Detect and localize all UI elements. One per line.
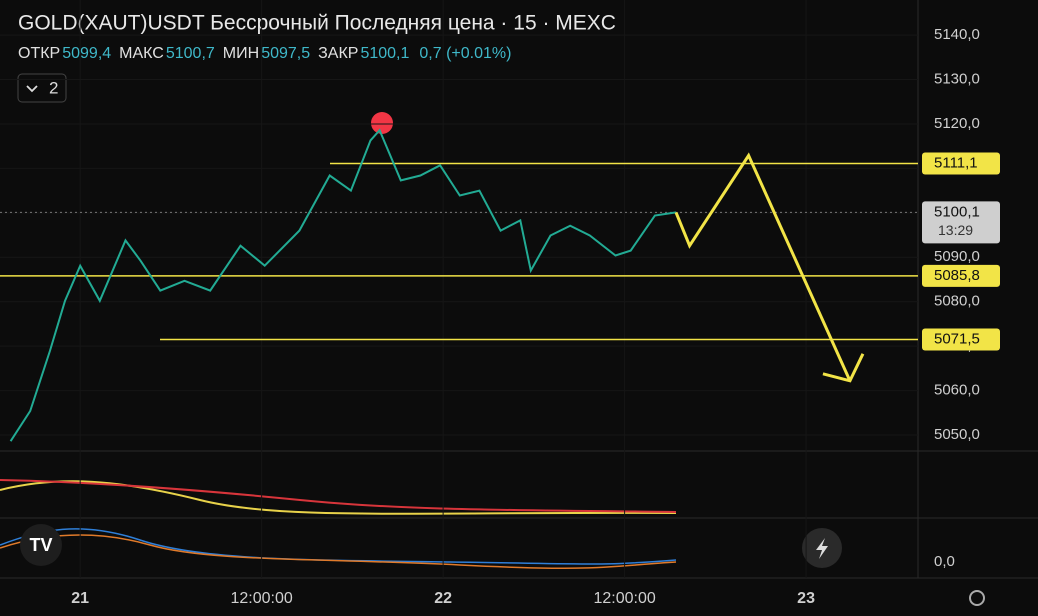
ohlc-change: 0,7 (+0.01%) [419,45,511,62]
ohlc-label: ЗАКР [318,45,358,62]
y-tick-label: 5130,0 [934,71,980,88]
x-tick-label: 21 [71,590,89,607]
level-label-box [922,328,1000,351]
ohlc-row: ОТКР 5099,4 МАКС 5100,7 МИН 5097,5 ЗАКР 5100,1 0… [18,45,511,62]
logo[interactable] [20,524,62,566]
bolt-icon [816,538,828,559]
countdown: 13:29 [938,222,973,238]
oscillator-line [0,534,677,569]
indicator-line [0,480,677,515]
x-tick-label: 22 [434,590,452,607]
y-tick-label: 5080,0 [934,293,980,310]
indicators-count: 2 [49,78,58,97]
level-label: 5085,8 [934,267,980,284]
last-price-label: 5100,1 [934,203,980,220]
oscillator-tick-label: 0,0 [934,553,955,570]
chevron [26,85,38,93]
ohlc-value: 5097,5 [261,45,310,62]
level-label: 5071,5 [934,330,980,347]
indicators-toggle[interactable] [17,73,67,103]
level-label: 5111,1 [934,154,978,171]
forecast-line [674,152,852,382]
level-label-box [922,152,1000,175]
ohlc-value: 5099,4 [62,45,111,62]
y-tick-label: 5140,0 [934,26,980,43]
y-tick-label: 5050,0 [934,426,980,443]
marker-dot [371,112,393,134]
ohlc-value: 5100,1 [360,45,409,62]
y-tick-label: 5060,0 [934,382,980,399]
ohlc-label: МИН [223,45,259,62]
x-tick-label: 12:00:00 [593,590,655,607]
y-tick-label: 5120,0 [934,115,980,132]
ohlc-label: ОТКР [18,45,60,62]
indicator-line [0,479,677,513]
arrow-head [822,353,865,383]
x-tick-label: 23 [797,590,815,607]
logo-mark: TV [29,535,52,555]
y-tick-label: 5090,0 [934,248,980,265]
ohlc-label: МАКС [119,45,164,62]
price-line [9,128,677,442]
chart-title: GOLD(XAUT)USDT Бессрочный Последняя цена… [18,12,616,35]
level-label-box [922,264,1000,287]
settings-icon[interactable] [969,590,985,606]
ohlc-value: 5100,7 [166,45,215,62]
last-price-box [922,201,1000,244]
x-tick-label: 12:00:00 [230,590,292,607]
